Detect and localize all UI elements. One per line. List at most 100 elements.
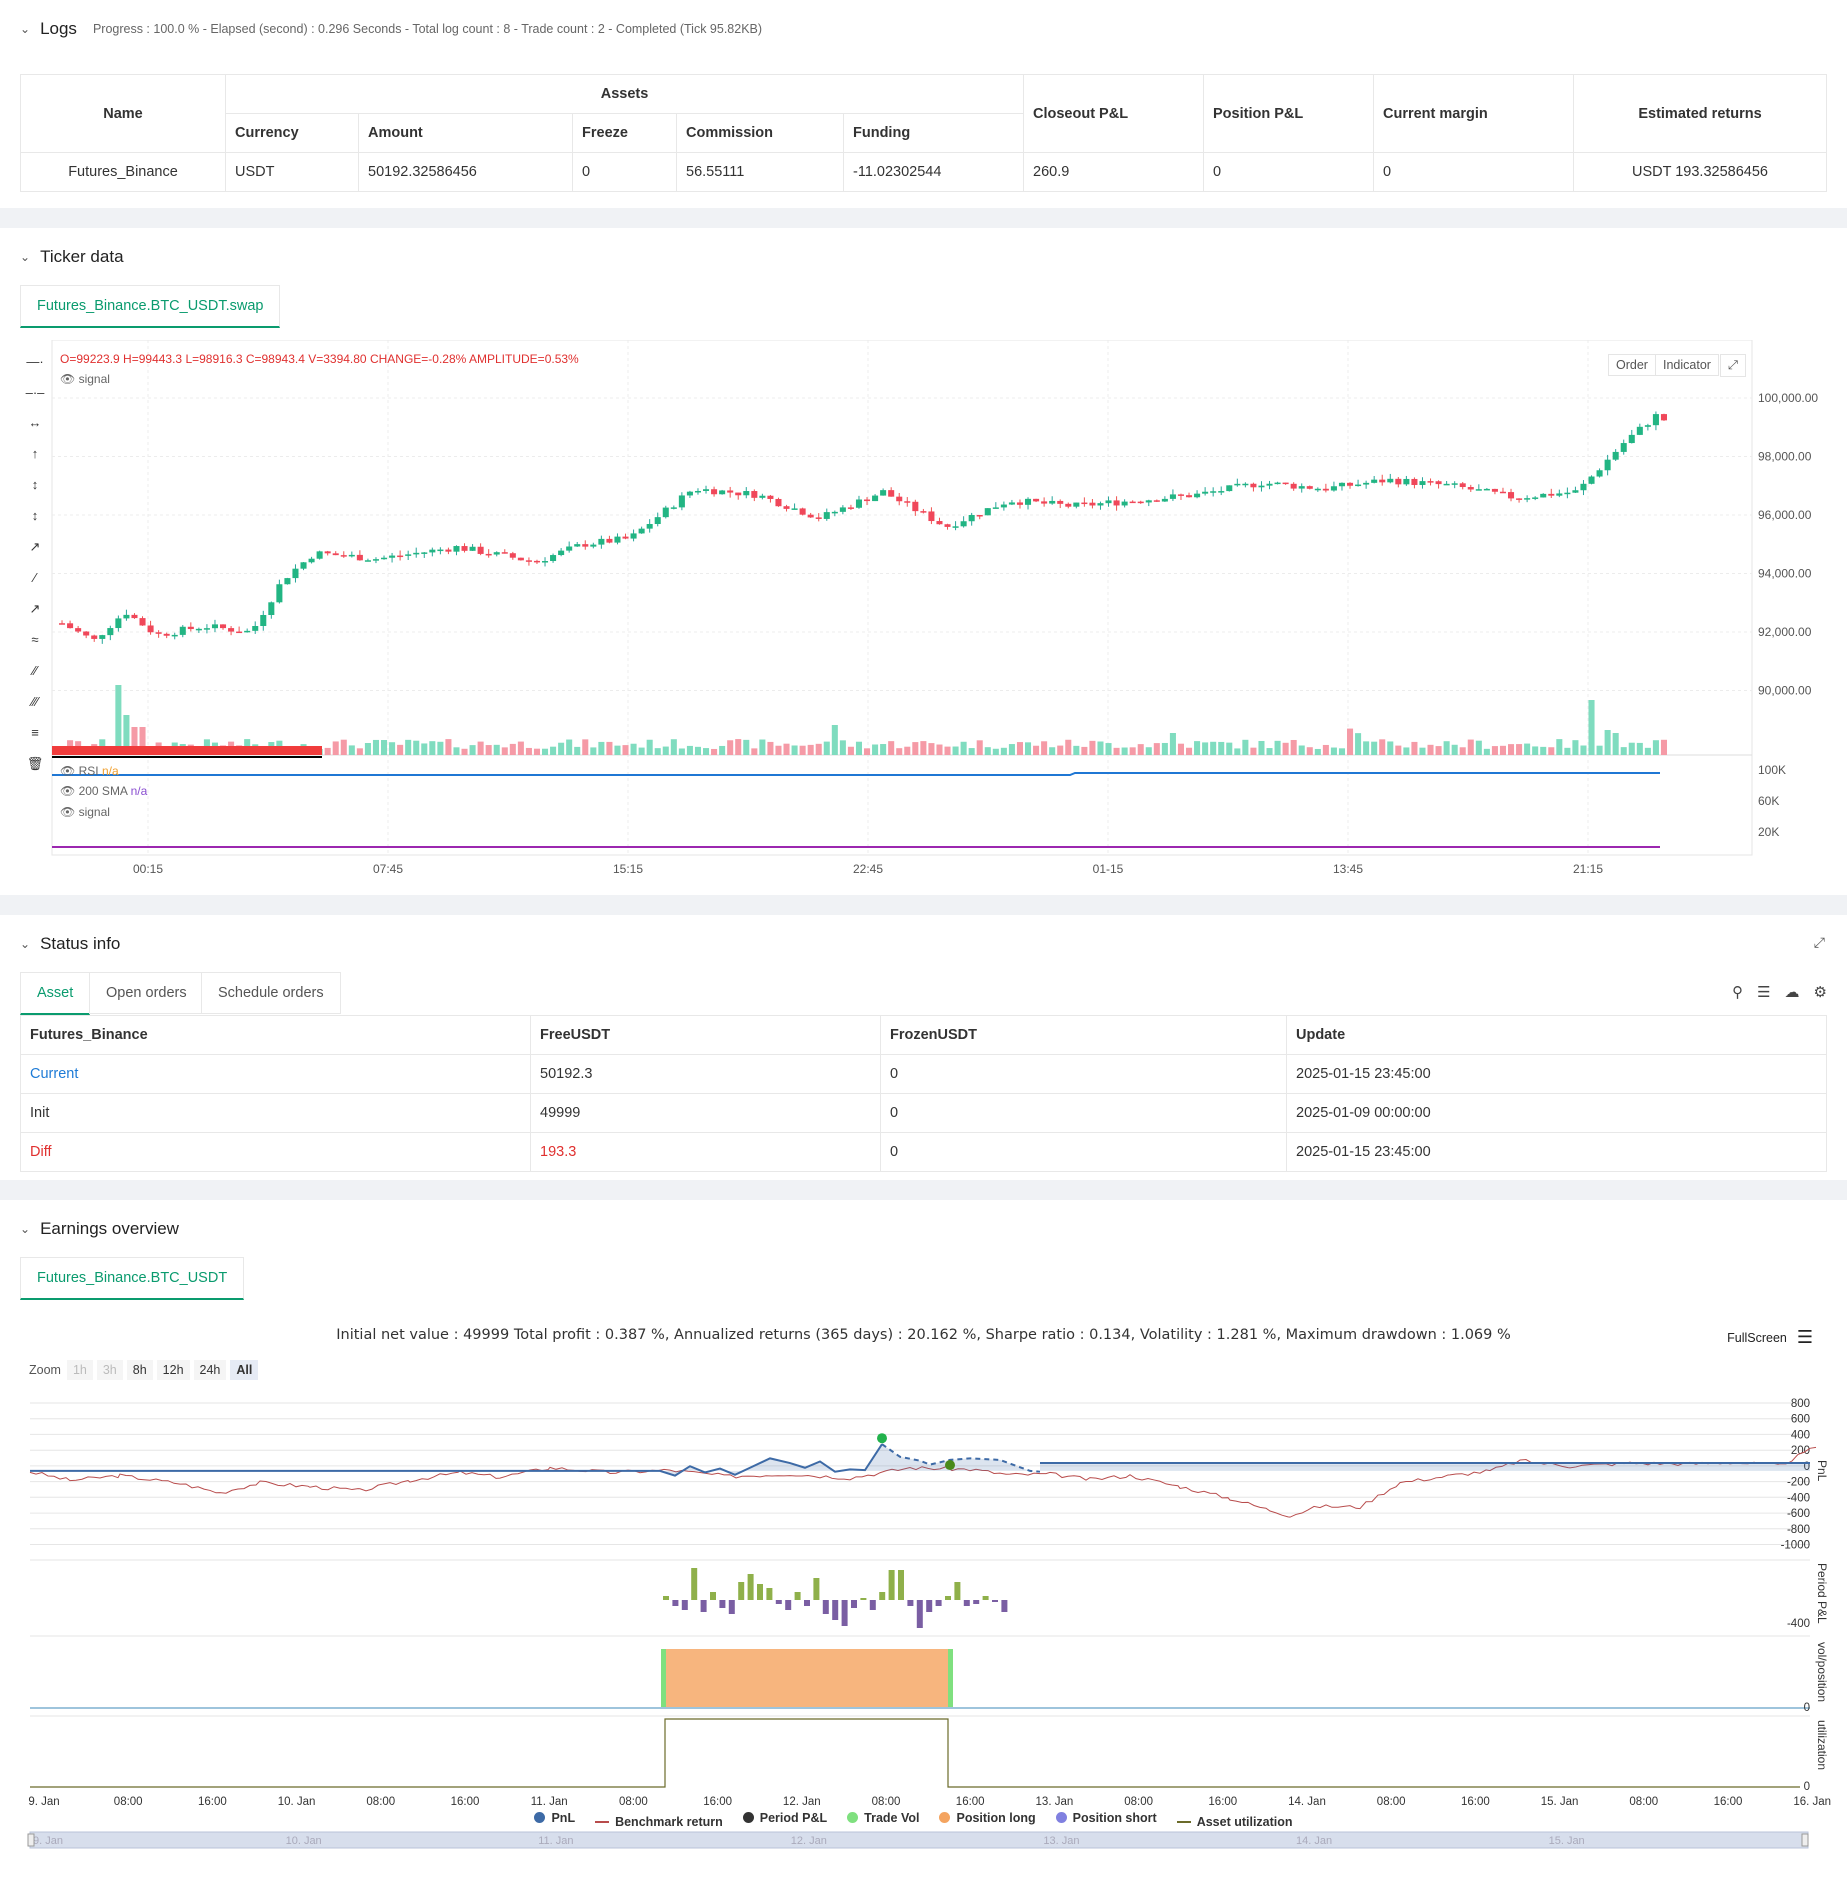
volume-bar — [630, 743, 637, 755]
expand-icon[interactable]: ⤢ — [1720, 354, 1747, 377]
order-button[interactable]: Order — [1608, 354, 1656, 376]
price-line-icon[interactable]: ≈ — [31, 632, 39, 647]
candle — [1411, 478, 1418, 485]
zoom-3h[interactable]: 3h — [96, 1360, 123, 1380]
fullscreen-button[interactable]: FullScreen ☰ — [1727, 1327, 1813, 1347]
horizontal-segment-icon[interactable]: ↔ — [28, 415, 42, 430]
candle — [880, 490, 887, 496]
volume-bar — [1330, 747, 1337, 755]
volume-bar — [1644, 747, 1651, 755]
zoom-24h[interactable]: 24h — [193, 1360, 227, 1380]
logs-header[interactable]: ⌄ Logs Progress : 100.0 % - Elapsed (sec… — [20, 19, 762, 39]
chevron-down-icon[interactable]: ⌄ — [20, 937, 31, 951]
fib-icon[interactable]: ≡ — [31, 725, 39, 740]
candle — [759, 495, 766, 498]
ticker-header[interactable]: ⌄ Ticker data — [20, 247, 124, 267]
rsi-legend[interactable]: 👁 RSI n/a — [60, 764, 119, 778]
volume-bar — [936, 744, 943, 755]
candlestick-chart[interactable]: 100,000.00 98,000.00 96,000.00 94,000.00 92,… — [0, 340, 1847, 890]
earnings-chart[interactable]: 800 600 400 200 0 -200 -400 -600 -800 -1000 PnL Per… — [0, 1380, 1847, 1880]
candle — [324, 551, 331, 554]
tab-schedule-orders[interactable]: Schedule orders — [201, 972, 341, 1014]
trash-icon[interactable]: 🗑 — [26, 756, 44, 771]
period-bar — [738, 1582, 745, 1600]
earnings-header[interactable]: ⌄ Earnings overview — [20, 1219, 179, 1239]
tab-btc-usdt[interactable]: Futures_Binance.BTC_USDT — [20, 1257, 245, 1300]
x-tick-label: 16. Jan — [1793, 1796, 1831, 1808]
candle — [582, 544, 589, 547]
legend-item[interactable]: Trade Vol — [847, 1811, 919, 1825]
tab-asset[interactable]: Asset — [20, 972, 91, 1015]
zoom-all[interactable]: All — [230, 1360, 259, 1380]
cloud-download-icon[interactable]: ☁ — [1784, 984, 1800, 1001]
volume-bar — [880, 744, 887, 755]
candle — [872, 495, 879, 502]
candle — [211, 624, 218, 629]
legend-item[interactable]: Position long — [939, 1811, 1036, 1825]
horizontal-ray-icon[interactable]: —· — [26, 354, 44, 369]
tab-open-orders[interactable]: Open orders — [89, 972, 204, 1014]
pnl-axis-title: PnL — [1815, 1460, 1829, 1482]
volume-bar — [719, 745, 726, 755]
legend-item[interactable]: PnL — [534, 1811, 575, 1825]
volume-bar — [1491, 746, 1498, 755]
candle — [284, 578, 291, 585]
chevron-down-icon[interactable]: ⌄ — [20, 22, 31, 36]
legend-item[interactable]: Asset utilization — [1176, 1815, 1293, 1829]
candle — [1451, 483, 1458, 485]
volume-bar — [1121, 747, 1128, 755]
candle — [1137, 501, 1144, 504]
candle — [630, 533, 637, 539]
legend-item[interactable]: Benchmark return — [595, 1815, 723, 1829]
candle — [1475, 489, 1482, 491]
util-tick-label: 0 — [1804, 1781, 1810, 1793]
candle — [1596, 470, 1603, 477]
candle — [1210, 491, 1217, 493]
row-current-label[interactable]: Current — [20, 1054, 531, 1094]
ray-icon[interactable]: ↗ — [29, 539, 41, 554]
zoom-12h[interactable]: 12h — [156, 1360, 190, 1380]
trend-line-icon[interactable]: ∕ — [33, 570, 37, 585]
candle — [654, 517, 661, 525]
signal-legend-2[interactable]: 👁 signal — [60, 805, 110, 819]
zoom-1h[interactable]: 1h — [66, 1360, 93, 1380]
navigator-label: 9. Jan — [33, 1835, 63, 1847]
volume-bar — [582, 739, 589, 755]
channel-icon[interactable]: ∕∕∕ — [31, 694, 39, 709]
candle — [984, 508, 991, 516]
legend-item[interactable]: Period P&L — [742, 1811, 827, 1825]
vertical-ray-icon[interactable]: ↑ — [31, 446, 39, 461]
search-icon[interactable]: ⚲ — [1732, 984, 1744, 1001]
horizontal-line-icon[interactable]: –·– — [25, 385, 45, 400]
vertical-segment-icon[interactable]: ↕ — [31, 508, 39, 523]
sma-legend[interactable]: 👁 200 SMA n/a — [60, 784, 148, 798]
chevron-down-icon[interactable]: ⌄ — [20, 1222, 31, 1236]
candle — [968, 514, 975, 522]
candle — [1049, 500, 1056, 504]
candle — [1483, 488, 1490, 491]
tab-btc-usdt-swap[interactable]: Futures_Binance.BTC_USDT.swap — [20, 285, 281, 328]
signal-legend[interactable]: 👁 signal — [60, 372, 110, 386]
vertical-line-icon[interactable]: ↕ — [31, 477, 39, 492]
legend-item[interactable]: Position short — [1055, 1811, 1157, 1825]
chevron-down-icon[interactable]: ⌄ — [20, 250, 31, 264]
candle — [59, 623, 66, 625]
period-bar — [691, 1568, 698, 1600]
volume-bar — [1057, 745, 1064, 755]
period-bar — [757, 1584, 763, 1600]
status-header[interactable]: ⌄ Status info — [20, 934, 120, 954]
period-bar — [804, 1600, 810, 1606]
parallel-lines-icon[interactable]: ∕∕ — [32, 663, 38, 678]
list-icon[interactable]: ☰ — [1757, 984, 1771, 1001]
arrow-line-icon[interactable]: ↗ — [29, 601, 41, 616]
candle — [493, 552, 500, 555]
indicator-button[interactable]: Indicator — [1655, 354, 1719, 376]
collapse-icon[interactable]: ⤢ — [1813, 934, 1825, 950]
volume-bar — [694, 746, 701, 755]
candle — [904, 501, 911, 503]
candle — [735, 492, 742, 496]
volume-bar — [654, 748, 661, 755]
x-tick-label: 10. Jan — [278, 1796, 316, 1808]
zoom-8h[interactable]: 8h — [126, 1360, 153, 1380]
gear-icon[interactable]: ⚙ — [1813, 984, 1827, 1001]
